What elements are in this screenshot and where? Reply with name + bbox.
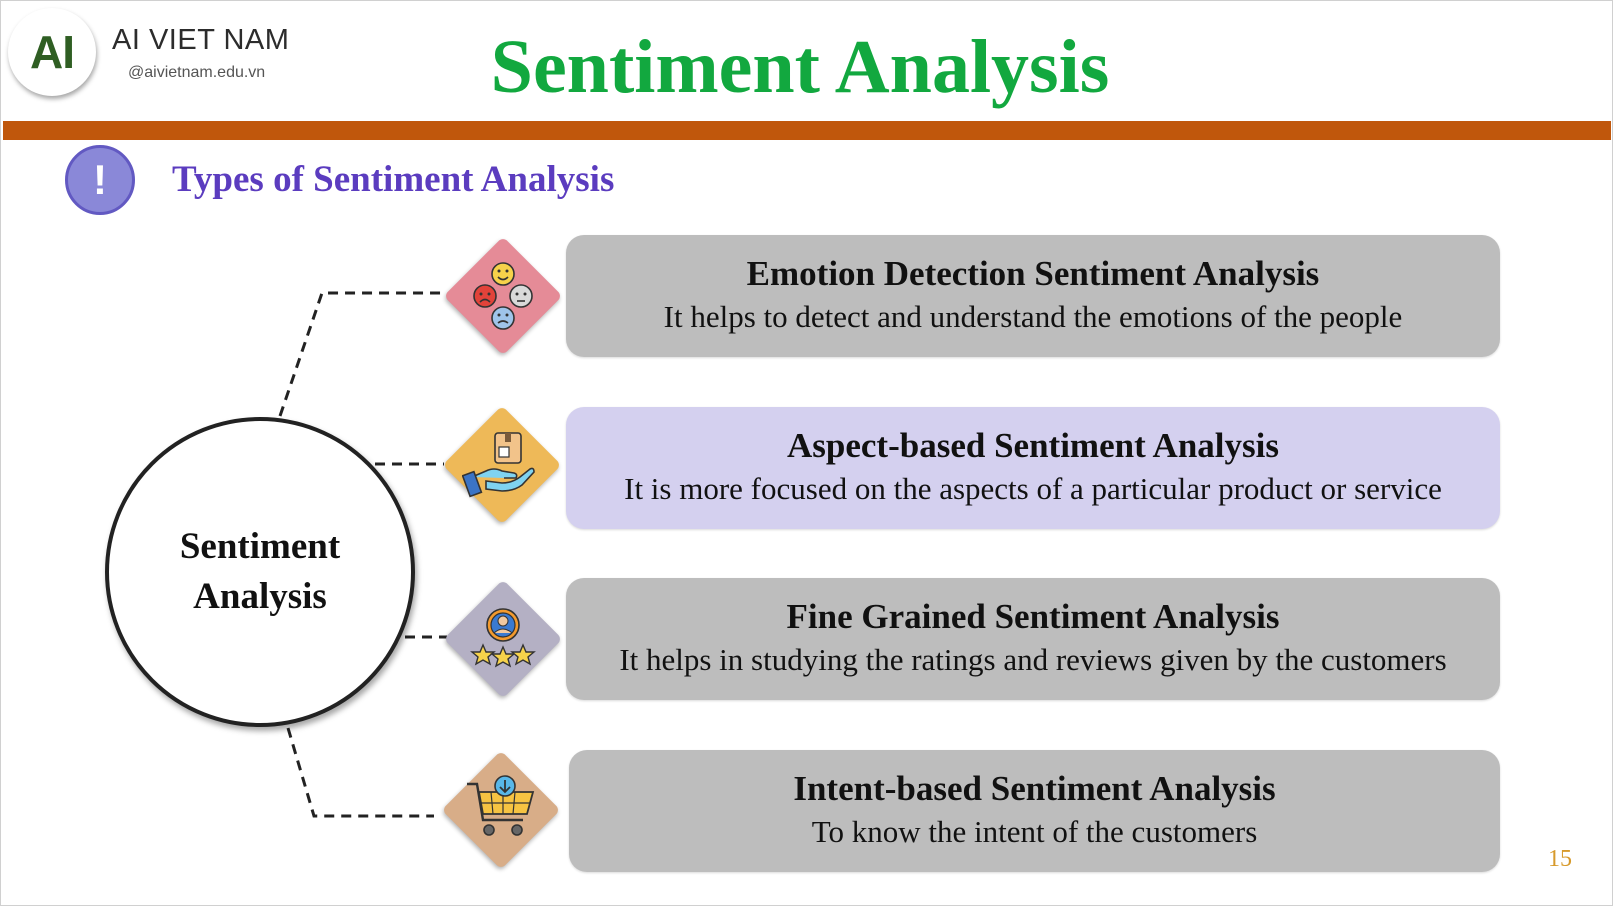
type-description: It helps in studying the ratings and rev… [619,642,1447,677]
type-title: Fine Grained Sentiment Analysis [786,597,1280,636]
slide-title: Sentiment Analysis [490,25,1110,109]
page-number: 15 [1548,846,1572,872]
type-title: Emotion Detection Sentiment Analysis [746,254,1320,293]
title-divider [3,121,1611,140]
shopping-cart-icon [467,775,535,836]
type-card-aspect: Aspect-based Sentiment Analysis It is mo… [566,407,1500,529]
brand-url: @aivietnam.edu.vn [128,64,266,81]
emotion-faces-icon [473,262,533,330]
brand-name: AI VIET NAM [112,24,290,56]
user-rating-stars-icon [470,608,536,668]
type-card-emotion: Emotion Detection Sentiment Analysis It … [566,235,1500,357]
center-label-line1: Sentiment [179,526,341,567]
type-card-intent: Intent-based Sentiment Analysis To know … [569,750,1500,872]
type-card-fine-grained: Fine Grained Sentiment Analysis It helps… [566,578,1500,700]
logo: AI [8,8,96,96]
type-title: Aspect-based Sentiment Analysis [787,426,1279,465]
section-subtitle: Types of Sentiment Analysis [172,159,615,200]
exclamation-icon: ! [65,145,135,215]
type-title: Intent-based Sentiment Analysis [793,769,1276,808]
logo-text: AI [30,26,75,78]
type-description: It helps to detect and understand the em… [663,299,1403,334]
type-description: It is more focused on the aspects of a p… [624,471,1442,506]
hand-product-icon [462,432,535,498]
center-label-line2: Analysis [193,576,327,617]
center-node: Sentiment Analysis [105,417,415,727]
type-description: To know the intent of the customers [811,814,1258,849]
